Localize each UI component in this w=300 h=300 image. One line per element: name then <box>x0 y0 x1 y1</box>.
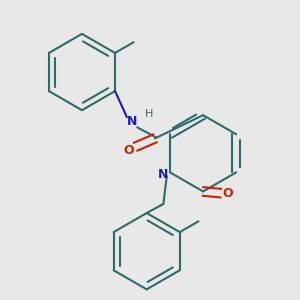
Text: N: N <box>158 168 168 181</box>
Text: O: O <box>123 143 134 157</box>
Text: O: O <box>223 187 233 200</box>
Text: N: N <box>127 115 137 128</box>
Text: H: H <box>145 109 153 118</box>
